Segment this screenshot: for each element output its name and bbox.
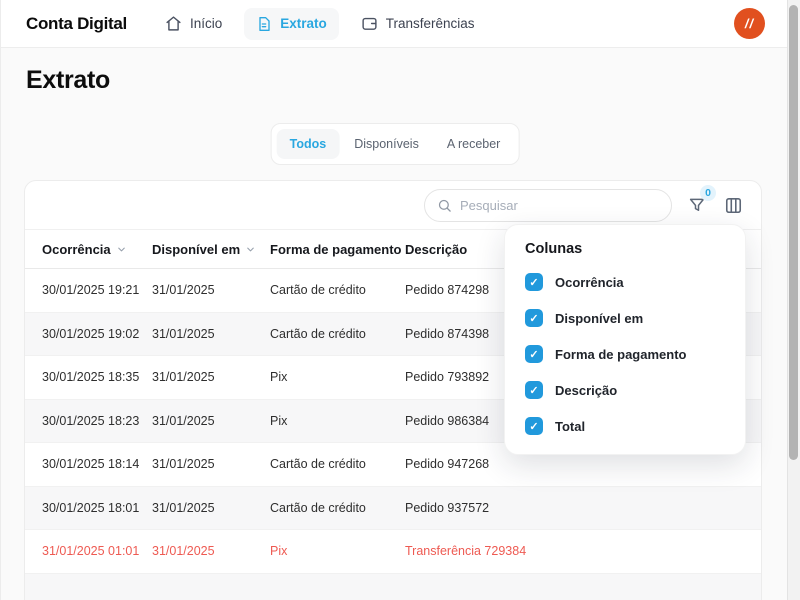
cell-disponivel-em: 31/01/2025 — [152, 283, 215, 298]
checkbox-checked-icon[interactable]: ✓ — [525, 345, 543, 363]
search-input[interactable] — [460, 197, 659, 213]
column-header-label: Ocorrência — [42, 241, 111, 257]
column-option[interactable]: ✓ Ocorrência — [525, 273, 725, 291]
cell-disponivel-em: 31/01/2025 — [152, 413, 215, 428]
wallet-icon — [361, 15, 378, 32]
nav-item-label: Extrato — [280, 16, 327, 31]
account-avatar-button[interactable]: // — [734, 8, 765, 39]
table-toolbar: 0 — [25, 181, 761, 229]
filter-button[interactable]: 0 — [686, 185, 716, 216]
cell-forma-de-pagamento: Pix — [270, 370, 288, 385]
nav-item-label: Início — [189, 16, 223, 31]
column-header-label: Descrição — [405, 241, 468, 257]
column-option-label: Ocorrência — [555, 274, 624, 290]
cell-descricao: Pedido 793892 — [405, 370, 490, 385]
column-option-label: Forma de pagamento — [555, 346, 687, 362]
cell-disponivel-em: 31/01/2025 — [152, 500, 215, 515]
column-header-label: Forma de pagamento — [270, 241, 402, 257]
chevron-down-icon — [245, 244, 256, 255]
column-option[interactable]: ✓ Forma de pagamento — [525, 345, 725, 363]
checkbox-checked-icon[interactable]: ✓ — [525, 309, 543, 327]
main-nav: Início Extrato Transferências — [153, 7, 487, 40]
column-option[interactable]: ✓ Descrição — [525, 381, 725, 399]
column-option-label: Disponível em — [555, 310, 644, 326]
cell-disponivel-em: 31/01/2025 — [152, 457, 215, 472]
nav-item-label: Transferências — [385, 16, 475, 31]
cell-forma-de-pagamento: Cartão de crédito — [270, 500, 366, 515]
table-row[interactable]: 30/01/2025 18:35 31/01/2025 Pix Pedido 7… — [25, 356, 761, 400]
cell-ocorrencia: 30/01/2025 19:21 — [42, 283, 140, 298]
cell-disponivel-em: 31/01/2025 — [152, 544, 215, 559]
checkbox-checked-icon[interactable]: ✓ — [525, 273, 543, 291]
table-row[interactable]: 31/01/2025 01:01 31/01/2025 Pix Transfer… — [25, 530, 761, 574]
cell-descricao: Pedido 874298 — [405, 283, 490, 298]
column-header-forma-de-pagamento: Forma de pagamento — [270, 242, 405, 257]
column-option-label: Total — [555, 418, 586, 434]
cell-descricao: Pedido 986384 — [405, 413, 490, 428]
cell-descricao: Pedido 937572 — [405, 500, 490, 515]
column-header-ocorrencia[interactable]: Ocorrência — [25, 242, 152, 257]
cell-ocorrencia: 30/01/2025 18:14 — [42, 457, 140, 472]
nav-item-inicio[interactable]: Início — [153, 7, 234, 40]
scrollbar-thumb[interactable] — [789, 5, 798, 460]
cell-disponivel-em: 31/01/2025 — [152, 370, 215, 385]
cell-ocorrencia: 31/01/2025 01:01 — [42, 544, 140, 559]
column-option[interactable]: ✓ Disponível em — [525, 309, 725, 327]
table-row-partial — [25, 573, 761, 600]
document-icon — [256, 16, 272, 32]
chevron-down-icon — [116, 244, 127, 255]
cell-forma-de-pagamento: Cartão de crédito — [270, 457, 366, 472]
table-row[interactable]: 30/01/2025 18:01 31/01/2025 Cartão de cr… — [25, 486, 761, 530]
checkbox-checked-icon[interactable]: ✓ — [525, 417, 543, 435]
cell-forma-de-pagamento: Cartão de crédito — [270, 283, 366, 298]
cell-disponivel-em: 31/01/2025 — [152, 326, 215, 341]
columns-button[interactable] — [722, 194, 745, 217]
column-option-label: Descrição — [555, 382, 618, 398]
search-box[interactable] — [424, 188, 672, 222]
column-header-descricao: Descrição — [405, 242, 761, 257]
page-title: Extrato — [26, 66, 111, 94]
column-option[interactable]: ✓ Total — [525, 417, 725, 435]
table-row[interactable]: 30/01/2025 19:21 31/01/2025 Cartão de cr… — [25, 269, 761, 313]
columns-menu-title: Colunas — [525, 241, 583, 257]
column-header-label: Disponível em — [152, 241, 241, 257]
tab-disponiveis[interactable]: Disponíveis — [354, 137, 419, 151]
cell-forma-de-pagamento: Pix — [270, 544, 288, 559]
cell-ocorrencia: 30/01/2025 18:01 — [42, 500, 140, 515]
columns-menu-list: ✓ Ocorrência ✓ Disponível em ✓ Forma de … — [525, 273, 725, 435]
columns-icon — [724, 196, 743, 215]
nav-item-extrato[interactable]: Extrato — [244, 7, 339, 40]
cell-ocorrencia: 30/01/2025 18:35 — [42, 370, 140, 385]
home-icon — [165, 15, 182, 32]
checkbox-checked-icon[interactable]: ✓ — [525, 381, 543, 399]
column-header-disponivel-em[interactable]: Disponível em — [152, 242, 270, 257]
cell-ocorrencia: 30/01/2025 18:23 — [42, 413, 140, 428]
table-header: Ocorrência Disponível em Forma de pagame… — [25, 229, 761, 269]
slashes-logo-icon: // — [744, 16, 755, 31]
search-icon — [437, 198, 452, 213]
cell-ocorrencia: 30/01/2025 19:02 — [42, 326, 140, 341]
filter-tabs: Todos Disponíveis A receber — [270, 123, 520, 165]
columns-menu: Colunas ✓ Ocorrência ✓ Disponível em ✓ F… — [504, 224, 746, 455]
cell-forma-de-pagamento: Pix — [270, 413, 288, 428]
filter-count-badge: 0 — [700, 185, 716, 201]
tab-a-receber[interactable]: A receber — [446, 137, 501, 151]
tab-todos[interactable]: Todos — [276, 129, 340, 159]
cell-forma-de-pagamento: Cartão de crédito — [270, 326, 366, 341]
scrollbar-track — [787, 0, 800, 600]
cell-descricao: Pedido 874398 — [405, 326, 490, 341]
cell-descricao: Transferência 729384 — [405, 544, 527, 559]
nav-item-transferencias[interactable]: Transferências — [349, 7, 487, 40]
table-row[interactable]: 30/01/2025 18:14 31/01/2025 Cartão de cr… — [25, 443, 761, 487]
top-nav: Conta Digital Início Extrato Transferênc… — [1, 0, 800, 48]
cell-descricao: Pedido 947268 — [405, 457, 490, 472]
brand-logo[interactable]: Conta Digital — [26, 13, 127, 33]
